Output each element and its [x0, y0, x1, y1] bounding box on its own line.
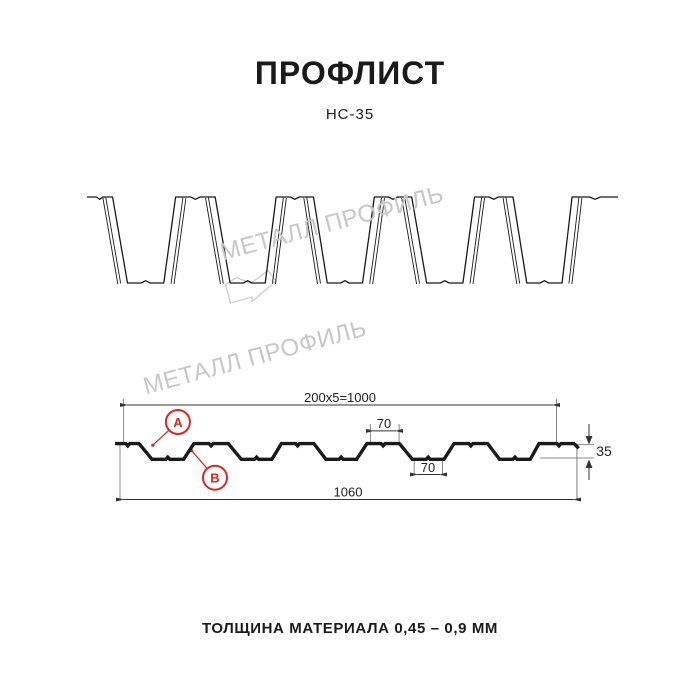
svg-text:70: 70 — [421, 460, 435, 475]
svg-text:B: B — [210, 471, 219, 486]
svg-text:1060: 1060 — [334, 485, 363, 500]
svg-text:35: 35 — [596, 443, 612, 459]
svg-text:200x5=1000: 200x5=1000 — [304, 390, 376, 405]
svg-text:70: 70 — [377, 416, 391, 431]
